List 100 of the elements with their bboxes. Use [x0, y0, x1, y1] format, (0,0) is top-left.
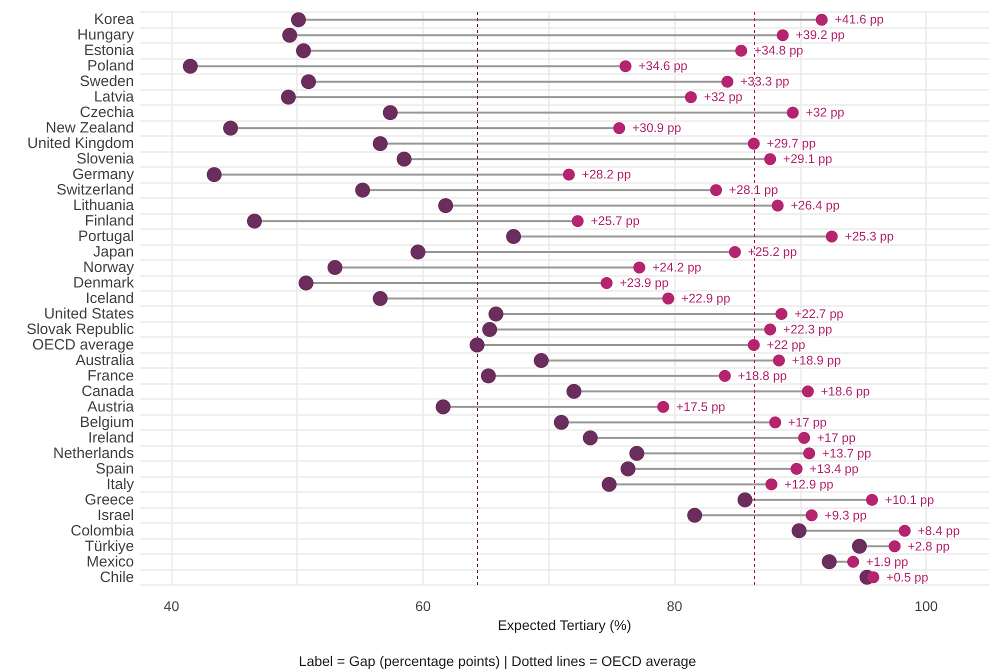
y-tick-label: Hungary: [77, 26, 134, 44]
point: [355, 182, 370, 198]
annotation: +22.9 pp: [681, 292, 730, 306]
y-tick-label: Australia: [76, 352, 135, 369]
y-tick-label: Poland: [87, 58, 134, 75]
annotation: +34.6 pp: [638, 59, 688, 74]
annotation: +8.4 pp: [918, 524, 960, 538]
point: [620, 461, 636, 476]
point: [803, 447, 816, 460]
annotation: +22.3 pp: [783, 322, 832, 336]
point: [662, 292, 674, 304]
y-tick-label: Norway: [83, 259, 134, 276]
annotation: +29.1 pp: [783, 152, 832, 166]
point: [206, 167, 222, 182]
point: [613, 122, 626, 134]
point: [480, 368, 496, 384]
point: [301, 74, 316, 90]
point: [852, 538, 867, 554]
point: [410, 244, 426, 260]
point: [572, 215, 584, 228]
point: [246, 214, 262, 229]
annotation: +17.5 pp: [676, 400, 726, 414]
annotation: +25.7 pp: [590, 214, 640, 228]
annotation: +18.6 pp: [820, 384, 870, 398]
point: [372, 291, 388, 306]
y-tick-label: Germany: [72, 166, 134, 184]
point: [816, 14, 828, 26]
annotation: +39.2 pp: [796, 28, 845, 42]
y-tick-label: Greece: [84, 491, 134, 508]
point: [826, 230, 838, 243]
annotation: +23.9 pp: [620, 276, 669, 290]
point: [765, 478, 778, 490]
y-tick-label: OECD average: [32, 336, 134, 354]
annotation: +17 pp: [817, 430, 856, 445]
x-tick-label: 80: [666, 598, 683, 614]
point: [748, 338, 760, 351]
point: [772, 354, 785, 366]
y-tick-label: Netherlands: [53, 444, 134, 462]
y-tick-label: Israel: [97, 506, 134, 524]
y-tick-label: Finland: [84, 212, 134, 230]
point: [718, 370, 731, 382]
point: [633, 262, 646, 274]
point: [182, 58, 198, 74]
point: [806, 509, 818, 522]
y-tick-label: Slovenia: [76, 150, 135, 168]
annotation: +34.8 pp: [754, 44, 804, 58]
point: [600, 277, 613, 290]
y-tick-label: Lithuania: [73, 197, 135, 214]
y-tick-label: Portugal: [78, 228, 134, 246]
point: [776, 29, 789, 42]
annotation: +30.9 pp: [632, 121, 682, 136]
point: [436, 399, 451, 414]
annotation: +12.9 pp: [784, 477, 834, 492]
point: [867, 571, 880, 584]
point: [620, 60, 632, 72]
y-tick-label: Korea: [94, 11, 135, 28]
annotation: +26.4 pp: [790, 198, 840, 213]
point: [482, 322, 498, 337]
y-tick-label: Sweden: [80, 73, 134, 90]
y-tick-label: New Zealand: [46, 120, 134, 137]
point: [488, 306, 504, 322]
y-tick-label: Slovak Republic: [26, 320, 134, 338]
y-tick-label: Belgium: [80, 414, 134, 431]
point: [534, 352, 549, 368]
annotation: +10.1 pp: [885, 492, 934, 507]
annotation: +2.8 pp: [908, 539, 950, 554]
annotation: +18.8 pp: [738, 368, 787, 383]
x-tick-label: 100: [914, 598, 938, 614]
point: [738, 492, 752, 508]
y-tick-label: Italy: [106, 476, 134, 493]
point: [790, 462, 803, 475]
point: [602, 476, 617, 492]
point: [775, 308, 788, 320]
point: [506, 229, 522, 244]
point: [735, 44, 748, 57]
point: [372, 136, 388, 152]
point: [710, 184, 722, 196]
annotation: +33.3 pp: [740, 74, 790, 89]
point: [769, 416, 782, 428]
annotation: +24.2 pp: [652, 260, 702, 275]
y-tick-label: Türkiye: [84, 538, 134, 555]
point: [798, 432, 810, 444]
point: [898, 524, 911, 537]
point: [290, 12, 306, 28]
y-tick-label: United States: [44, 305, 134, 322]
point: [382, 105, 398, 120]
annotation: +0.5 pp: [886, 570, 928, 584]
point: [687, 508, 702, 523]
y-tick-label: Czechia: [80, 104, 135, 122]
point: [764, 323, 776, 336]
y-tick-label: Canada: [81, 382, 135, 400]
x-tick-label: 60: [415, 598, 431, 614]
point: [438, 198, 454, 214]
y-tick-label: Ireland: [88, 429, 134, 446]
point: [684, 91, 697, 104]
annotation: +1.9 pp: [866, 554, 908, 569]
y-tick-label: Spain: [96, 460, 134, 478]
point: [888, 540, 901, 552]
y-tick-label: Latvia: [94, 88, 135, 106]
y-tick-label: France: [87, 367, 134, 384]
